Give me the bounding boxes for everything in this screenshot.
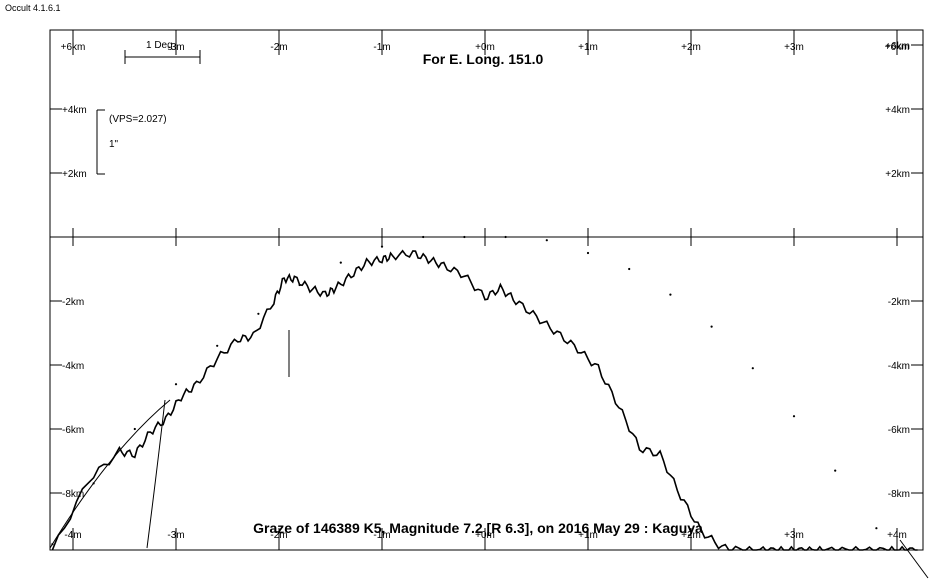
bottom-tick-label: +1m [578, 530, 598, 541]
left-tick-label: -6km [62, 425, 84, 436]
right-tick-label: -2km [888, 297, 910, 308]
bottom-tick-label: +0m [475, 530, 495, 541]
scale-bar-label: 1 Deg [146, 40, 173, 51]
mean-limb-point [792, 415, 796, 418]
bottom-tick-label: -4m [64, 530, 81, 541]
mean-limb-point [133, 427, 136, 431]
mean-limb-point [751, 367, 754, 370]
top-tick-label: -2m [270, 42, 287, 53]
mean-limb-point [545, 239, 548, 242]
bottom-tick-label: +3m [784, 530, 804, 541]
chart-title: Graze of 146389 K5, Magnitude 7.2 [R 6.3… [253, 520, 703, 536]
left-tick-label: -2km [62, 297, 84, 308]
right-axis: +6km +4km +2km -2km -4km -6km -8km [885, 41, 923, 500]
vertical-scale-bracket: (VPS=2.027) 1" [96, 109, 167, 175]
bottom-axis: -4m -3m -2m -1m +0m +1m +2m +3m +4m [64, 528, 907, 550]
top-tick-label: +6km [61, 42, 86, 53]
chart-subtitle: For E. Long. 151.0 [423, 51, 544, 67]
mean-limb-point [710, 325, 713, 328]
top-tick-label: -1m [373, 42, 390, 53]
graze-path-lines [49, 330, 929, 579]
top-axis: +6km -3m -2m -1m +0m +1m +2m +3m +6km [61, 30, 910, 246]
top-tick-label: -3m [167, 42, 184, 53]
mean-limb-point [380, 245, 384, 248]
mean-limb-point [875, 527, 878, 530]
right-tick-label: -8km [888, 489, 910, 500]
mean-limb-dotted-series [51, 235, 878, 546]
right-tick-label: -4km [888, 361, 910, 372]
bottom-tick-label: -1m [373, 530, 390, 541]
top-tick-label: +0m [475, 42, 495, 53]
top-tick-label: +1m [578, 42, 598, 53]
mean-limb-point [174, 383, 178, 386]
mean-limb-point [463, 235, 466, 239]
right-tick-label: +6km [885, 41, 910, 52]
left-tick-label: -8km [62, 489, 84, 500]
left-tick-label: +4km [62, 105, 87, 116]
plot-frame [49, 29, 924, 551]
limb-profile-series [51, 249, 918, 551]
right-tick-label: -6km [888, 425, 910, 436]
bottom-tick-label: +4m [887, 530, 907, 541]
mean-limb-point [339, 261, 342, 264]
vertical-scale-label: 1" [109, 139, 119, 150]
mean-limb-point [669, 293, 672, 296]
top-tick-label: +6km [885, 42, 910, 53]
top-tick-label: +2m [681, 42, 701, 53]
scale-bar: 1 Deg [124, 40, 201, 64]
left-tick-label: -4km [62, 361, 84, 372]
bottom-tick-label: -3m [167, 530, 184, 541]
vps-label: (VPS=2.027) [109, 114, 167, 125]
mean-limb-point [216, 344, 219, 347]
bottom-tick-label: +2m [681, 530, 701, 541]
left-axis: +4km +2km -2km -4km -6km -8km [50, 105, 87, 500]
bottom-tick-label: -2m [270, 530, 287, 541]
left-tick-label: +2km [62, 169, 87, 180]
right-tick-label: +4km [885, 105, 910, 116]
mean-limb-point [586, 251, 590, 255]
mean-limb-point [422, 235, 425, 239]
mean-limb-point [834, 469, 837, 472]
app-title: Occult 4.1.6.1 [5, 3, 61, 13]
right-tick-label: +2km [885, 169, 910, 180]
mean-limb-point [628, 267, 631, 271]
mean-limb-point [257, 312, 260, 315]
top-tick-label: +3m [784, 42, 804, 53]
mean-limb-point [504, 235, 507, 239]
